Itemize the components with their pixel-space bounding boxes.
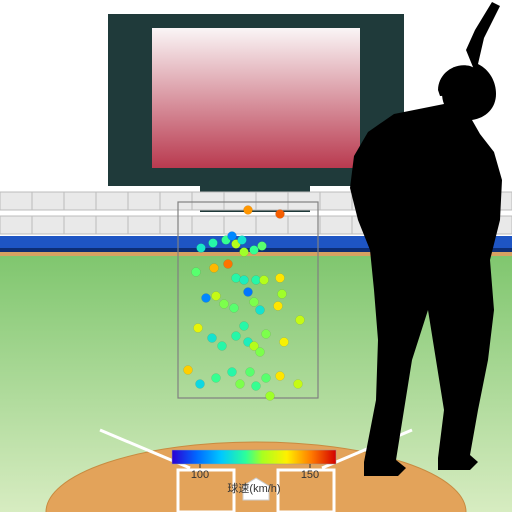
colorbar-tick: 150 xyxy=(301,469,319,481)
pitch-marker xyxy=(260,276,269,285)
pitch-marker xyxy=(258,242,267,251)
pitch-marker xyxy=(240,248,249,257)
pitch-marker xyxy=(280,338,289,347)
pitch-marker xyxy=(212,292,221,301)
colorbar-label: 球速(km/h) xyxy=(227,481,280,495)
pitch-marker xyxy=(208,334,217,343)
colorbar-tick: 100 xyxy=(191,469,209,481)
pitch-marker xyxy=(276,210,285,219)
pitch-marker xyxy=(266,392,275,401)
pitch-marker xyxy=(230,304,239,313)
pitch-marker xyxy=(220,300,229,309)
pitch-marker xyxy=(276,372,285,381)
pitch-marker xyxy=(240,276,249,285)
pitch-marker xyxy=(244,206,253,215)
pitch-marker xyxy=(294,380,303,389)
pitch-marker xyxy=(218,342,227,351)
pitch-marker xyxy=(197,244,206,253)
pitch-marker xyxy=(246,368,255,377)
pitch-marker xyxy=(240,322,249,331)
pitch-marker xyxy=(262,374,271,383)
pitch-marker xyxy=(252,276,261,285)
pitch-marker xyxy=(192,268,201,277)
pitch-marker xyxy=(196,380,205,389)
pitch-marker xyxy=(194,324,203,333)
pitch-marker xyxy=(276,274,285,283)
pitch-marker xyxy=(224,260,233,269)
pitch-marker xyxy=(212,374,221,383)
pitch-marker xyxy=(228,368,237,377)
pitch-marker xyxy=(210,264,219,273)
pitch-marker xyxy=(238,236,247,245)
pitch-marker xyxy=(250,298,259,307)
pitch-marker xyxy=(296,316,305,325)
pitch-marker xyxy=(274,302,283,311)
pitch-marker xyxy=(252,382,261,391)
pitch-marker xyxy=(256,348,265,357)
pitch-marker xyxy=(202,294,211,303)
pitch-marker xyxy=(232,274,241,283)
pitch-marker xyxy=(256,306,265,315)
pitch-marker xyxy=(262,330,271,339)
pitch-marker xyxy=(236,380,245,389)
pitch-marker xyxy=(244,288,253,297)
pitch-marker xyxy=(278,290,287,299)
pitch-marker xyxy=(209,239,218,248)
pitch-marker xyxy=(250,246,259,255)
pitch-marker xyxy=(184,366,193,375)
pitch-marker xyxy=(232,332,241,341)
pitch-marker xyxy=(228,232,237,241)
pitch-location-chart: 100 150 球速(km/h) xyxy=(0,0,512,512)
